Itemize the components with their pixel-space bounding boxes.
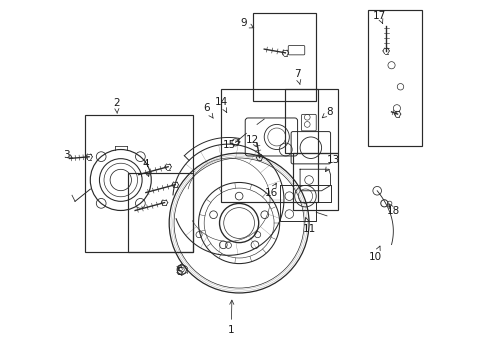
Text: 12: 12 — [245, 135, 259, 148]
Text: 7: 7 — [293, 69, 300, 85]
Text: 5: 5 — [176, 264, 183, 277]
Text: 13: 13 — [325, 155, 339, 172]
Text: 8: 8 — [322, 107, 332, 118]
Bar — [128, 173, 192, 252]
Bar — [221, 89, 317, 202]
Text: 3: 3 — [63, 150, 73, 160]
Text: 14: 14 — [214, 97, 227, 113]
Text: 16: 16 — [264, 183, 277, 198]
Text: 17: 17 — [372, 11, 385, 24]
Bar — [292, 153, 337, 211]
Text: 18: 18 — [386, 203, 400, 216]
Text: 11: 11 — [302, 217, 315, 234]
Bar — [367, 10, 421, 146]
Text: 2: 2 — [113, 98, 120, 113]
Text: 4: 4 — [142, 159, 149, 176]
Bar — [285, 89, 337, 153]
Bar — [85, 116, 192, 252]
Text: 15: 15 — [223, 140, 240, 150]
Bar — [253, 13, 316, 101]
Text: 1: 1 — [227, 300, 234, 335]
Text: 9: 9 — [240, 18, 253, 28]
Text: 10: 10 — [368, 246, 381, 262]
Text: 6: 6 — [203, 103, 213, 118]
